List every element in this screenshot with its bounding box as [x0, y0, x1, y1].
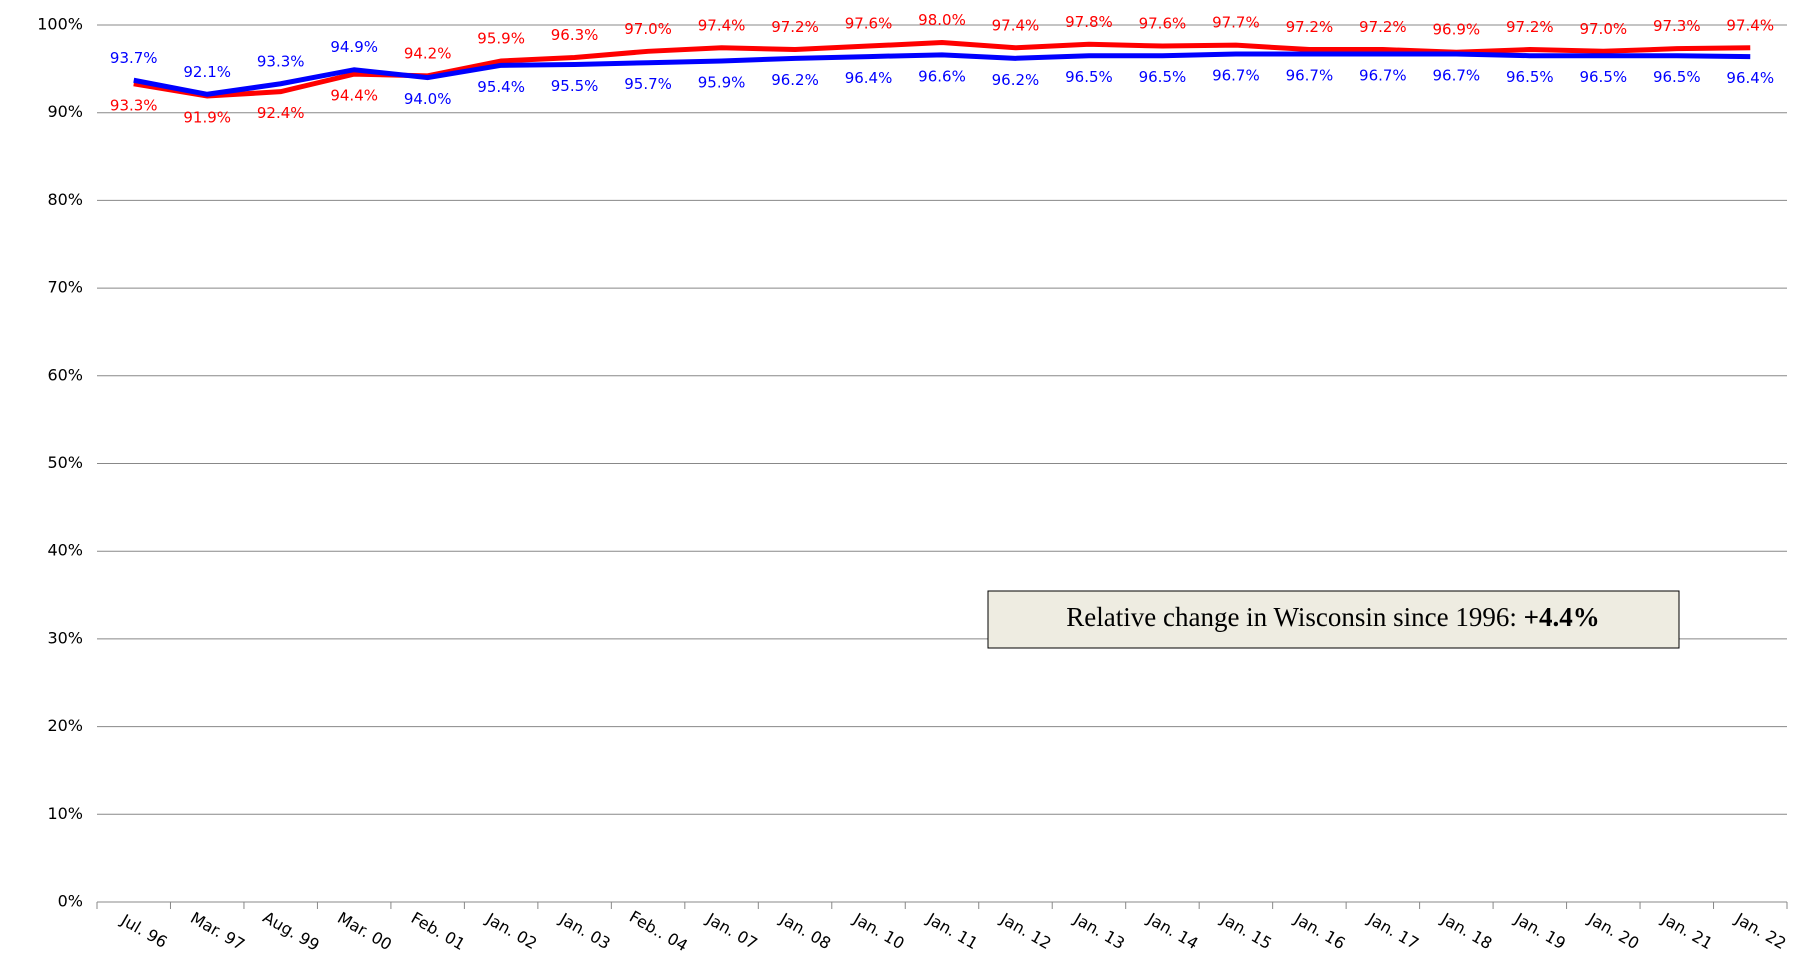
- value-label: 96.5%: [1065, 68, 1113, 86]
- value-label: 91.9%: [183, 109, 231, 127]
- y-tick-label: 70%: [47, 278, 83, 297]
- value-label: 97.6%: [1139, 15, 1187, 33]
- x-tick-label: Jan. 10: [850, 909, 908, 954]
- x-tick-label: Jan. 22: [1731, 909, 1789, 954]
- x-tick-label: Jan. 15: [1217, 909, 1275, 954]
- x-tick-label: Jan. 03: [556, 909, 614, 954]
- x-tick-label: Jan. 17: [1364, 909, 1422, 954]
- y-tick-label: 100%: [37, 15, 83, 34]
- x-tick-label: Jan. 11: [923, 909, 981, 954]
- x-tick-label: Aug. 99: [260, 907, 323, 954]
- y-tick-label: 10%: [47, 804, 83, 823]
- value-label: 95.9%: [698, 73, 746, 91]
- x-tick-label: Jan. 21: [1658, 909, 1716, 954]
- x-tick-label: Mar. 00: [334, 908, 395, 954]
- annotation-bold: +4.4%: [1524, 602, 1600, 632]
- x-tick-label: Jan. 14: [1143, 909, 1201, 954]
- x-tick-label: Jan. 16: [1290, 909, 1348, 954]
- value-label: 95.5%: [551, 77, 599, 95]
- x-tick-label: Jul. 96: [117, 910, 171, 952]
- value-label: 96.2%: [992, 71, 1040, 89]
- value-label: 97.4%: [698, 16, 746, 34]
- value-label: 97.6%: [845, 15, 893, 33]
- value-label: 96.4%: [1726, 69, 1774, 87]
- value-label: 93.3%: [110, 96, 158, 114]
- value-label: 96.9%: [1433, 21, 1481, 39]
- x-tick-label: Jan. 02: [482, 909, 540, 954]
- value-label: 93.3%: [257, 52, 305, 70]
- value-label: 97.4%: [992, 16, 1040, 34]
- value-label: 95.9%: [477, 29, 525, 47]
- y-tick-label: 40%: [47, 541, 83, 560]
- value-label: 96.7%: [1286, 66, 1334, 84]
- x-tick-label: Jan. 18: [1437, 909, 1495, 954]
- y-tick-label: 90%: [47, 102, 83, 121]
- x-tick-label: Jan. 13: [1070, 909, 1128, 954]
- value-label: 96.4%: [845, 69, 893, 87]
- value-label: 96.7%: [1433, 66, 1481, 84]
- value-label: 97.2%: [1359, 18, 1407, 36]
- value-label: 95.7%: [624, 75, 672, 93]
- y-tick-label: 80%: [47, 190, 83, 209]
- value-label: 97.8%: [1065, 13, 1113, 31]
- x-tick-label: Mar. 97: [187, 908, 248, 954]
- value-label: 97.2%: [771, 18, 819, 36]
- value-label: 97.7%: [1212, 14, 1260, 32]
- value-label: 93.7%: [110, 49, 158, 67]
- value-label: 96.2%: [771, 71, 819, 89]
- annotation: Relative change in Wisconsin since 1996:…: [1066, 602, 1599, 632]
- x-tick-label: Jan. 07: [703, 909, 761, 954]
- x-tick-label: Jan. 12: [996, 909, 1054, 954]
- value-label: 96.7%: [1212, 66, 1260, 84]
- x-tick-label: Feb. 01: [408, 908, 468, 954]
- value-label: 96.5%: [1579, 68, 1627, 86]
- value-label: 96.5%: [1506, 68, 1554, 86]
- value-label: 92.1%: [183, 63, 231, 81]
- value-label: 95.4%: [477, 78, 525, 96]
- value-label: 97.0%: [1579, 20, 1627, 38]
- value-label: 96.5%: [1653, 68, 1701, 86]
- value-label: 94.9%: [330, 38, 378, 56]
- y-tick-label: 0%: [58, 892, 83, 911]
- value-label: 96.3%: [551, 26, 599, 44]
- value-label: 97.3%: [1653, 17, 1701, 35]
- annotation-box: [987, 590, 1680, 649]
- value-label: 92.4%: [257, 104, 305, 122]
- value-label: 97.4%: [1726, 16, 1774, 34]
- y-tick-label: 50%: [47, 453, 83, 472]
- value-label: 97.2%: [1506, 18, 1554, 36]
- value-label: 94.2%: [404, 44, 452, 62]
- value-label: 96.7%: [1359, 66, 1407, 84]
- value-label: 94.4%: [330, 87, 378, 105]
- x-tick-label: Jan. 20: [1584, 909, 1642, 954]
- y-tick-label: 20%: [47, 716, 83, 735]
- x-tick-label: Jan. 19: [1511, 909, 1569, 954]
- annotation-text: Relative change in Wisconsin since 1996:: [1066, 602, 1523, 632]
- value-label: 98.0%: [918, 11, 966, 29]
- value-label: 96.5%: [1139, 68, 1187, 86]
- value-label: 94.0%: [404, 90, 452, 108]
- series-line: [133, 51, 1751, 97]
- x-tick-label: Jan. 08: [776, 909, 834, 954]
- x-tick-label: Feb.. 04: [626, 907, 691, 955]
- value-label: 97.2%: [1286, 18, 1334, 36]
- y-tick-label: 60%: [47, 365, 83, 384]
- value-label: 97.0%: [624, 20, 672, 38]
- y-tick-label: 30%: [47, 628, 83, 647]
- value-label: 96.6%: [918, 67, 966, 85]
